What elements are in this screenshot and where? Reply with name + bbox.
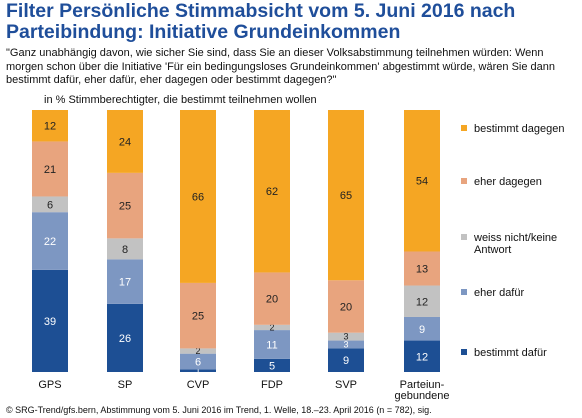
bar-segment — [107, 110, 143, 173]
bar-segment — [404, 110, 440, 252]
source-footer: © SRG-Trend/gfs.bern, Abstimmung vom 5. … — [6, 405, 432, 415]
legend-label: eher dagegen — [474, 176, 542, 188]
data-label: 8 — [122, 244, 128, 256]
data-label: 6 — [47, 199, 53, 211]
bar-segment — [180, 110, 216, 283]
bar-segment — [328, 332, 364, 341]
survey-question: "Ganz unabhängig davon, wie sicher Sie s… — [6, 47, 556, 86]
category-label: GPS — [38, 379, 61, 391]
bar-segment — [180, 353, 216, 370]
data-label: 66 — [192, 191, 204, 203]
bar-segment — [107, 238, 143, 260]
data-label: 6 — [195, 357, 201, 369]
bar-segment — [328, 110, 364, 281]
data-label: 9 — [419, 324, 425, 336]
data-label: 3 — [343, 339, 348, 349]
category-label: SP — [118, 379, 133, 391]
bar-segment — [180, 348, 216, 354]
legend-label: eher dafür — [474, 287, 524, 299]
unit-label: in % Stimmberechtigter, die bestimmt tei… — [44, 94, 317, 106]
category-label: SVP — [335, 379, 357, 391]
data-label: 2 — [195, 346, 200, 356]
legend-swatch — [461, 289, 467, 295]
bar-segment — [404, 316, 440, 341]
data-label: 1 — [195, 366, 200, 376]
data-label: 11 — [266, 339, 277, 351]
bar-segment — [328, 340, 364, 349]
chart-title: Filter Persönliche Stimmabsicht vom 5. J… — [6, 0, 516, 43]
data-label: 9 — [343, 355, 349, 367]
legend-label: bestimmt dafür — [474, 347, 547, 359]
bar-segment — [107, 303, 143, 372]
bar-segment — [32, 141, 68, 197]
data-label: 20 — [340, 302, 352, 314]
bar-segment — [328, 348, 364, 372]
data-label: 12 — [416, 351, 428, 363]
data-label: 62 — [266, 186, 278, 198]
category-label: Parteiun- — [400, 379, 445, 391]
bar-segment — [328, 280, 364, 333]
bar-segment — [32, 110, 68, 142]
legend-label: Antwort — [474, 244, 511, 256]
data-label: 26 — [119, 333, 131, 345]
data-label: 3 — [343, 332, 348, 342]
data-label: 17 — [119, 277, 131, 289]
bar-segment — [107, 259, 143, 304]
data-label: 54 — [416, 176, 428, 188]
legend-label: bestimmt dagegen — [474, 123, 565, 135]
bar-segment — [180, 369, 216, 372]
legend-label: weiss nicht/keine — [473, 232, 557, 244]
data-label: 25 — [192, 311, 204, 323]
bar-segment — [254, 330, 290, 359]
bar-segment — [180, 282, 216, 349]
bar-segment — [32, 269, 68, 372]
bar-segment — [32, 196, 68, 213]
bar-segment — [32, 212, 68, 270]
data-label: 20 — [266, 294, 278, 306]
legend-swatch — [461, 234, 467, 240]
data-label: 5 — [269, 360, 275, 372]
data-label: 25 — [119, 201, 131, 213]
data-label: 12 — [416, 296, 428, 308]
data-label: 24 — [119, 136, 131, 148]
bar-segment — [404, 251, 440, 286]
data-label: 65 — [340, 190, 352, 202]
category-label: FDP — [261, 379, 283, 391]
bar-segment — [254, 110, 290, 273]
legend-swatch — [461, 349, 467, 355]
data-label: 12 — [44, 121, 56, 133]
category-label: CVP — [187, 379, 210, 391]
data-label: 13 — [416, 264, 428, 276]
data-label: 39 — [44, 316, 56, 328]
category-label: gebundene — [394, 390, 449, 402]
bar-segment — [404, 285, 440, 317]
data-label: 2 — [269, 322, 274, 332]
bar-segment — [404, 340, 440, 372]
bar-segment — [254, 358, 290, 372]
legend-swatch — [461, 125, 467, 131]
data-label: 22 — [44, 236, 56, 248]
legend-swatch — [461, 178, 467, 184]
bar-segment — [254, 272, 290, 325]
bar-segment — [254, 324, 290, 331]
data-label: 21 — [44, 164, 56, 176]
bar-segment — [107, 172, 143, 239]
